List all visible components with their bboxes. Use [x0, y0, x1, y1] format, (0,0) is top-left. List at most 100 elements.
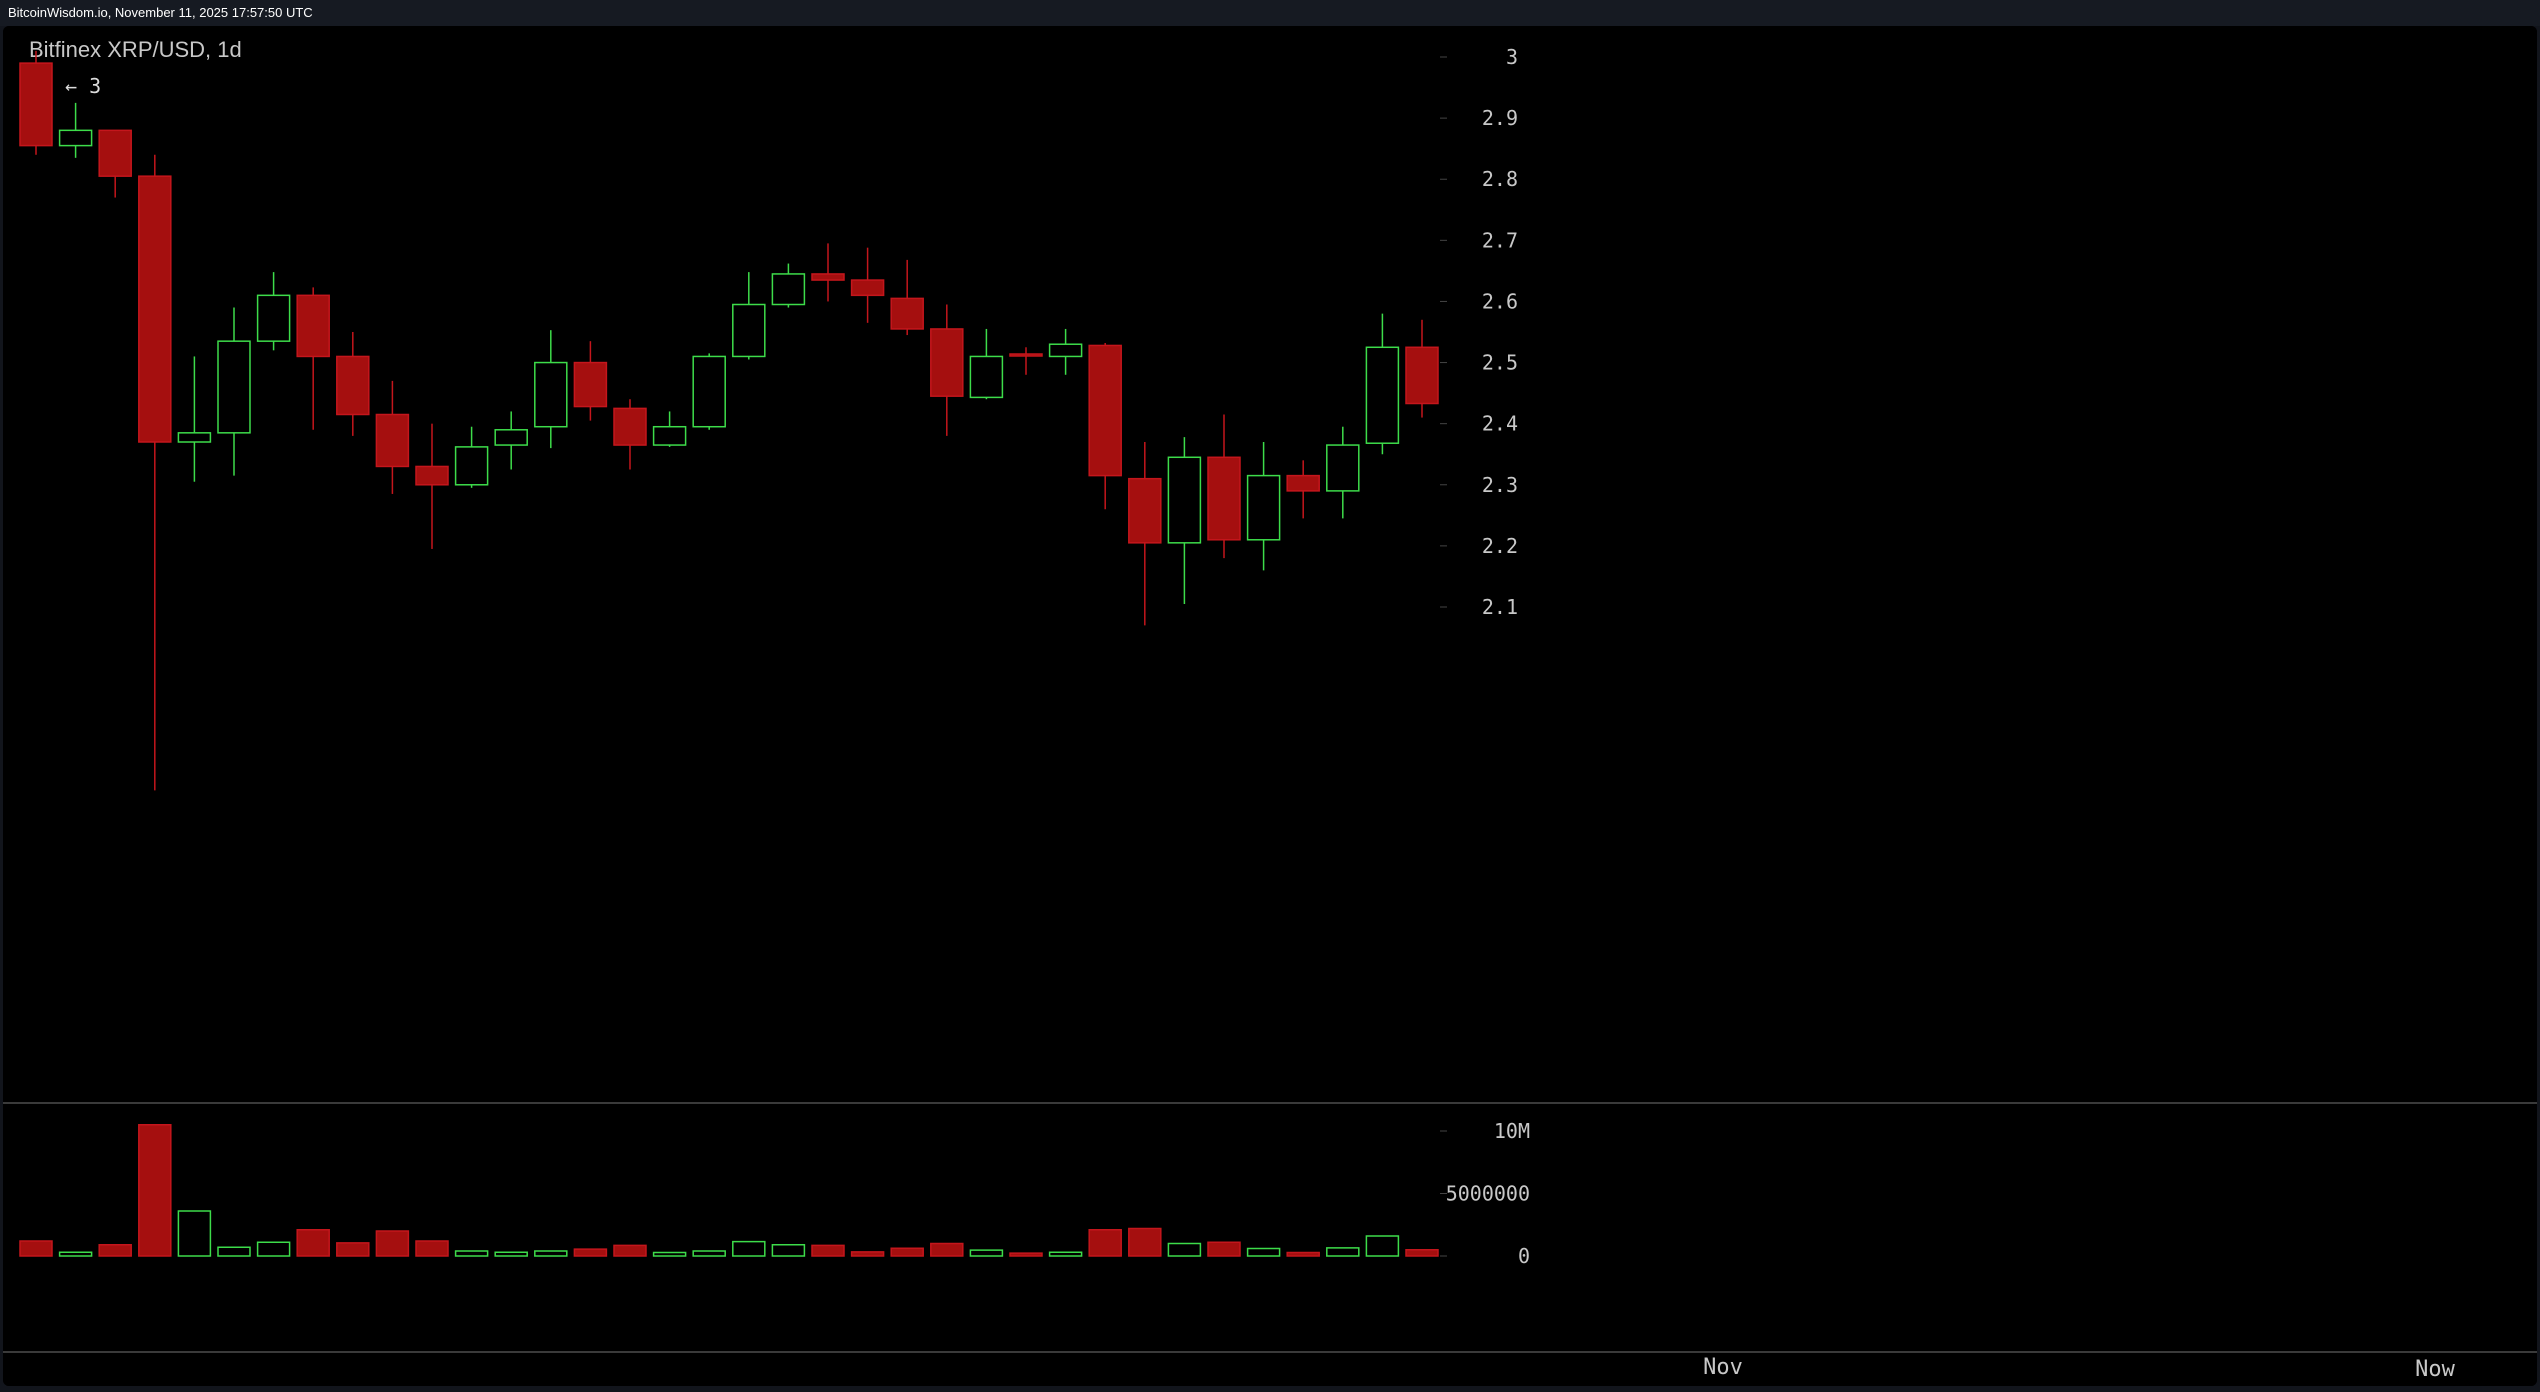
candle-body — [1246, 474, 1281, 541]
candle-down[interactable] — [19, 50, 53, 155]
candle-body — [771, 273, 806, 306]
volume-bar-down — [890, 1247, 924, 1257]
candle-up[interactable] — [58, 102, 93, 158]
candle-body — [494, 429, 528, 446]
candle-up[interactable] — [534, 330, 568, 449]
candle-body — [256, 294, 291, 342]
price-tick-label: 2.2 — [1482, 534, 1518, 558]
volume-bar-up — [969, 1249, 1004, 1257]
candle-body — [1326, 444, 1360, 492]
volume-bar-down — [613, 1244, 647, 1257]
candle-up[interactable] — [1246, 442, 1281, 571]
price-tick-label: 3 — [1506, 45, 1518, 69]
candle-up[interactable] — [217, 307, 251, 476]
candle-up[interactable] — [1365, 313, 1400, 455]
candle-body — [1128, 477, 1162, 544]
candle-down[interactable] — [850, 247, 885, 323]
candlestick-chart[interactable]: Bitfinex XRP/USD, 1d ← 3 3 2.9 2.8 2.7 2.6 2.… — [3, 26, 2537, 1386]
candle-up[interactable] — [732, 272, 766, 360]
candle-body — [613, 407, 647, 446]
candle-down[interactable] — [1405, 319, 1439, 418]
price-tick-label: 2.6 — [1482, 289, 1518, 313]
time-label-now: Now — [2415, 1357, 2455, 1382]
candle-body — [1009, 353, 1043, 357]
volume-bar-up — [1048, 1251, 1083, 1257]
volume-bar-up — [177, 1210, 212, 1257]
candle-down[interactable] — [573, 341, 608, 421]
candle-down[interactable] — [98, 129, 132, 198]
candle-body — [1405, 346, 1439, 405]
chart-frame[interactable]: Bitfinex XRP/USD, 1d ← 3 3 2.9 2.8 2.7 2.6 2.… — [3, 26, 2537, 1386]
volume-bars-layer — [19, 1124, 1439, 1257]
source-timestamp-bar: BitcoinWisdom.io, November 11, 2025 17:5… — [0, 0, 2540, 26]
candle-body — [19, 62, 53, 147]
volume-bar-down — [98, 1244, 132, 1257]
candle-body — [336, 355, 370, 416]
price-tick-label: 2.9 — [1482, 106, 1518, 130]
candle-down[interactable] — [336, 332, 370, 436]
candle-up[interactable] — [1326, 426, 1360, 519]
source-timestamp: BitcoinWisdom.io, November 11, 2025 17:5… — [8, 5, 313, 20]
candle-body — [58, 129, 93, 147]
volume-bar-up — [652, 1251, 687, 1257]
price-tick-label: 2.7 — [1482, 228, 1518, 252]
candle-body — [732, 303, 766, 358]
volume-bar-down — [850, 1251, 885, 1257]
chart-title: Bitfinex XRP/USD, 1d — [29, 37, 242, 62]
volume-bar-up — [771, 1244, 806, 1257]
scroll-back-marker[interactable]: ← 3 — [65, 74, 101, 98]
candle-down[interactable] — [375, 380, 410, 494]
candle-up[interactable] — [454, 426, 489, 488]
price-tick-label: 2.3 — [1482, 473, 1518, 497]
candle-body — [890, 297, 924, 330]
candle-up[interactable] — [771, 263, 806, 308]
candle-down[interactable] — [138, 154, 172, 791]
candle-body — [138, 175, 172, 443]
candle-down[interactable] — [296, 287, 330, 430]
candle-body — [217, 340, 251, 434]
candle-body — [850, 279, 885, 297]
candle-body — [1167, 456, 1202, 544]
candle-down[interactable] — [1207, 414, 1241, 559]
volume-bar-down — [573, 1248, 608, 1257]
candle-body — [415, 465, 449, 486]
time-label-nov: Nov — [1703, 1355, 1743, 1380]
candle-body — [652, 425, 687, 446]
volume-bar-up — [217, 1246, 251, 1257]
candle-down[interactable] — [1286, 460, 1320, 519]
candle-up[interactable] — [692, 353, 726, 430]
candle-up[interactable] — [1167, 437, 1202, 604]
candle-up[interactable] — [969, 328, 1004, 400]
candle-down[interactable] — [1088, 343, 1122, 510]
candle-up[interactable] — [652, 411, 687, 447]
volume-bar-down — [1009, 1252, 1043, 1257]
volume-bar-down — [296, 1229, 330, 1257]
candle-up[interactable] — [256, 272, 291, 351]
candle-body — [454, 446, 489, 486]
volume-tick-label: 0 — [1518, 1244, 1530, 1268]
candle-body — [1365, 346, 1400, 444]
candle-down[interactable] — [613, 399, 647, 470]
candle-down[interactable] — [1128, 442, 1162, 626]
candle-up[interactable] — [177, 356, 212, 482]
price-tick-label: 2.8 — [1482, 167, 1518, 191]
candle-body — [1286, 474, 1320, 492]
candles-layer — [19, 50, 1439, 791]
volume-bar-down — [138, 1124, 172, 1257]
price-tick-label: 2.5 — [1482, 351, 1518, 375]
volume-bar-down — [415, 1240, 449, 1257]
candle-down[interactable] — [811, 243, 845, 302]
price-tick-label: 2.1 — [1482, 595, 1518, 619]
volume-bar-up — [534, 1250, 568, 1257]
candle-down[interactable] — [930, 304, 964, 436]
volume-bar-up — [58, 1251, 93, 1257]
candle-body — [375, 413, 410, 468]
candle-up[interactable] — [494, 411, 528, 470]
candle-down[interactable] — [1009, 347, 1043, 375]
candle-up[interactable] — [1048, 328, 1083, 375]
candle-body — [1048, 343, 1083, 358]
candle-down[interactable] — [890, 259, 924, 336]
candle-body — [930, 328, 964, 397]
volume-bar-down — [1128, 1227, 1162, 1257]
candle-down[interactable] — [415, 423, 449, 549]
